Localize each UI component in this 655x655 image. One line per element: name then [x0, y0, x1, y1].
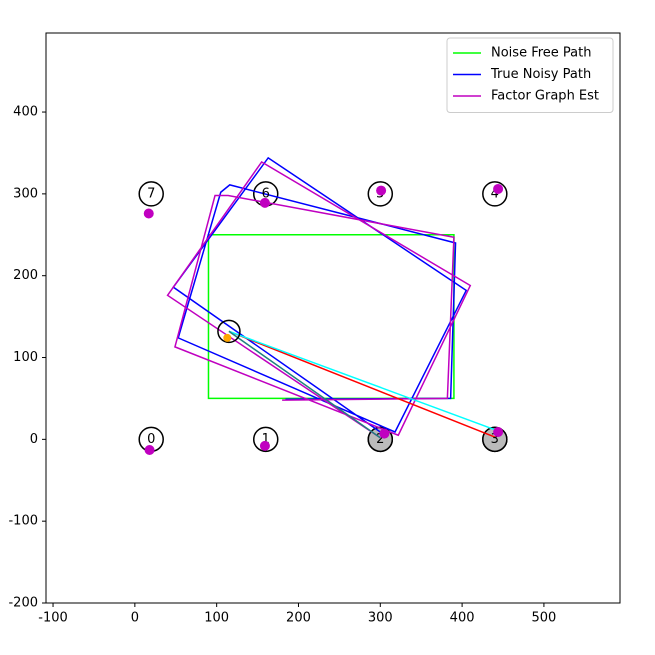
x-tick-label: 300 [368, 611, 393, 626]
path-line [166, 160, 472, 439]
robot-estimate [223, 333, 232, 342]
plot-area [45, 32, 621, 604]
landmark-estimate [144, 444, 155, 455]
y-tick-label: 300 [13, 186, 38, 201]
x-tick-label: 100 [204, 611, 229, 626]
landmark-estimate [493, 426, 504, 437]
y-tick-label: 400 [13, 105, 38, 120]
y-tick-label: -200 [8, 596, 38, 611]
landmark-estimate [259, 440, 270, 451]
x-tick-label: -100 [38, 611, 68, 626]
y-tick-label: 100 [13, 350, 38, 365]
x-tick-label: 500 [531, 611, 556, 626]
landmark-label: 0 [147, 432, 155, 447]
x-tick-label: 200 [286, 611, 311, 626]
landmark-label: 1 [262, 432, 270, 447]
x-tick-label: 0 [131, 611, 139, 626]
measurement-line [228, 330, 381, 439]
legend-label: Factor Graph Est [491, 89, 599, 104]
y-tick-label: 0 [30, 432, 38, 447]
landmark-estimate [379, 428, 390, 439]
path-line [172, 156, 468, 433]
legend-label: Noise Free Path [491, 46, 591, 61]
legend-box [446, 37, 614, 113]
landmark-label: 3 [491, 432, 499, 447]
landmark [138, 181, 164, 207]
y-tick-label: 200 [13, 268, 38, 283]
legend-label: True Noisy Path [490, 67, 591, 82]
landmark-estimate [259, 197, 270, 208]
landmark-label: 2 [376, 432, 384, 447]
robot [217, 319, 241, 344]
measurement-line [228, 330, 497, 432]
measurement-line [228, 330, 497, 439]
landmark [252, 426, 279, 453]
landmark-label: 4 [491, 186, 499, 201]
x-tick-label: 400 [450, 611, 475, 626]
landmark-label: 7 [147, 186, 155, 201]
y-tick-label: -100 [8, 514, 38, 529]
landmark-estimate [376, 185, 387, 196]
landmark-estimate [493, 183, 504, 194]
landmark-label: 6 [262, 186, 270, 201]
landmark-estimate [143, 208, 154, 219]
